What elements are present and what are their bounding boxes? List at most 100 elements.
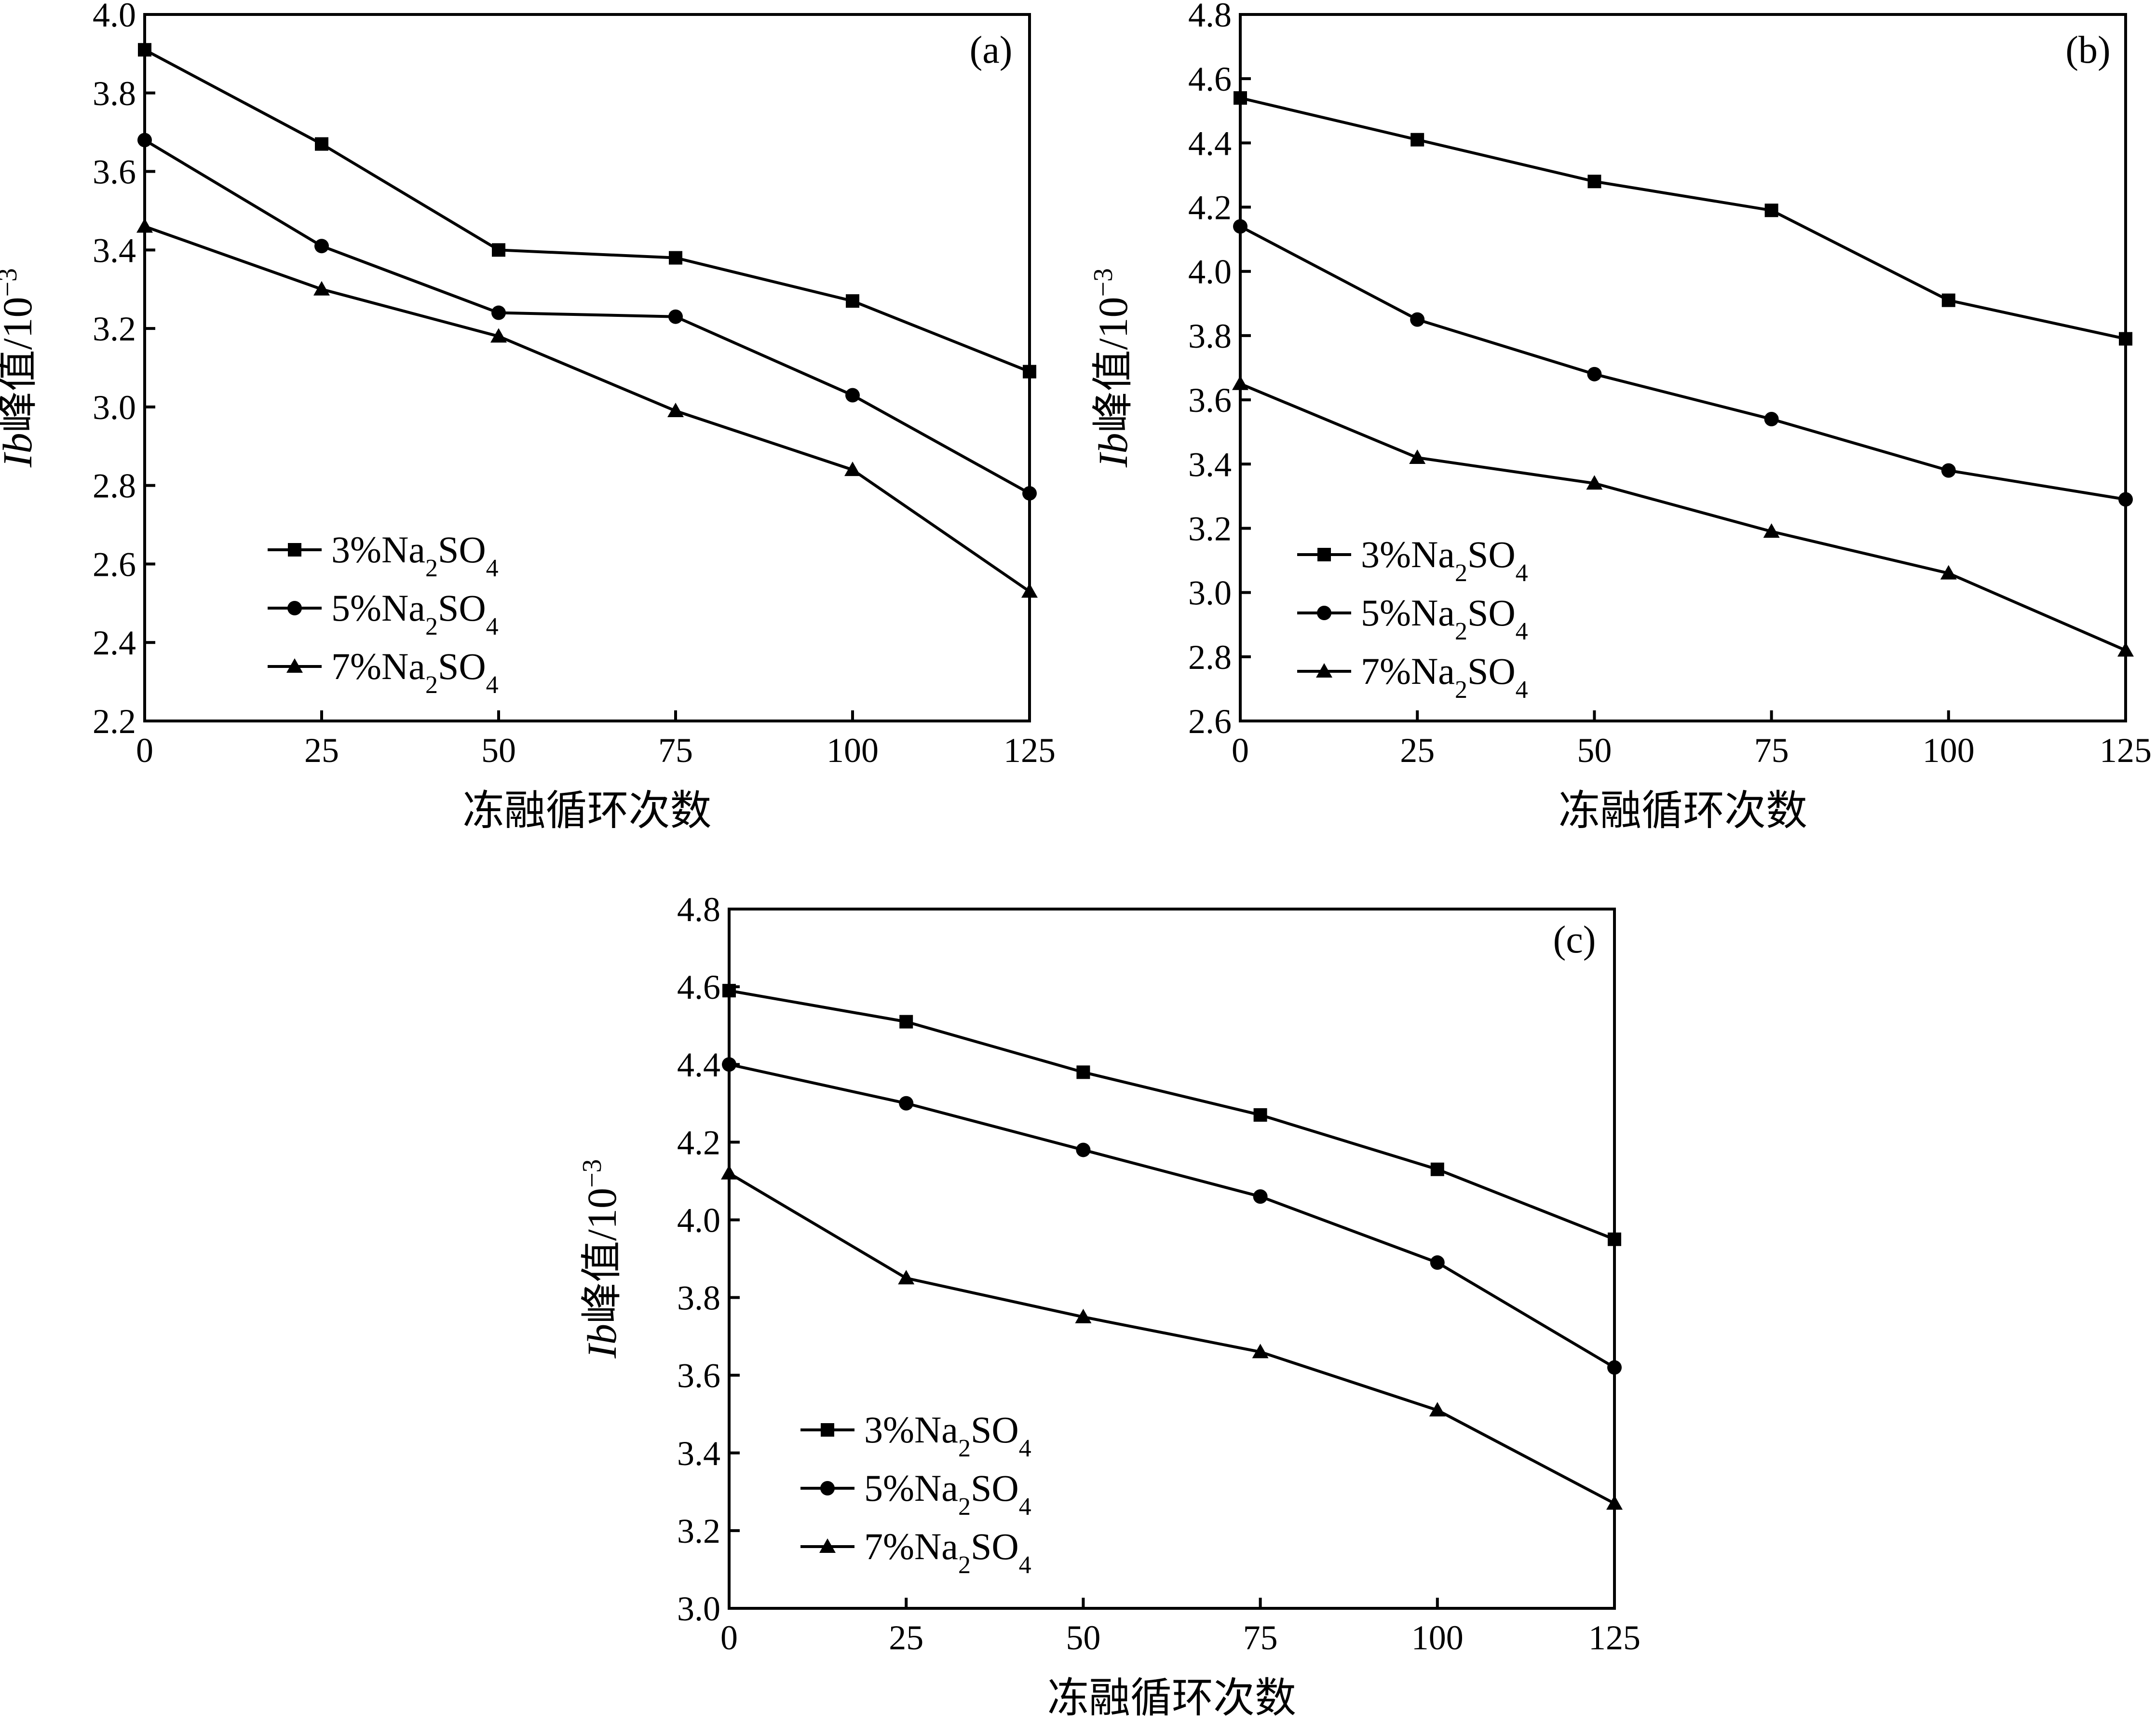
x-tick-label: 125 (2100, 731, 2152, 770)
data-point-circle (1253, 1189, 1268, 1204)
data-point-triangle (667, 403, 684, 418)
data-point-circle (1410, 312, 1425, 327)
data-point-square (1941, 293, 1955, 307)
legend-label-subscript: 4 (1019, 1435, 1031, 1462)
legend-label: 7%Na2SO4 (1361, 650, 1528, 704)
x-tick-label: 100 (827, 731, 879, 770)
data-point-square (1076, 1065, 1090, 1079)
legend-label-subscript: 2 (425, 555, 438, 582)
legend-label: 3%Na2SO4 (864, 1409, 1031, 1462)
legend-label-part: SO (1467, 592, 1516, 634)
series-line-circle (729, 1063, 1615, 1369)
legend-label: 5%Na2SO4 (864, 1467, 1031, 1521)
legend-label: 7%Na2SO4 (331, 645, 499, 699)
y-tick-label: 4.0 (677, 1201, 720, 1239)
data-point-triangle (721, 1165, 737, 1180)
legend-label-subscript: 4 (1516, 559, 1528, 587)
legend-label-part: 7%Na (864, 1525, 958, 1567)
y-tick-label: 3.2 (93, 310, 136, 348)
y-tick-label: 2.6 (1188, 702, 1232, 741)
data-point-square (669, 251, 682, 265)
x-tick-label: 100 (1411, 1618, 1464, 1657)
data-point-circle (722, 1057, 736, 1072)
x-axis-title: 冻融循环次数 (1559, 788, 1807, 834)
legend-label-subscript: 4 (1516, 618, 1528, 645)
x-tick-label: 50 (1066, 1618, 1100, 1657)
data-point-circle (314, 239, 329, 254)
series-line-square (144, 48, 1031, 373)
data-point-circle (1607, 1360, 1622, 1375)
legend-marker-square (1317, 548, 1331, 561)
series-line-square (1240, 96, 2126, 340)
data-point-triangle (1021, 583, 1038, 598)
data-point-square (722, 984, 736, 998)
y-tick-label: 4.2 (1188, 189, 1232, 227)
legend-label-part: 3%Na (331, 529, 425, 571)
panel-label-b: (b) (2065, 29, 2110, 71)
data-point-square (2119, 332, 2132, 346)
y-axis-title: Ib峰值/10−3 (577, 1159, 625, 1359)
y-axis-title-text: 峰值/10 (1090, 297, 1136, 433)
y-axis-title-text: 峰值/10 (579, 1188, 625, 1324)
legend-label-subscript: 4 (486, 671, 499, 699)
y-tick-label: 4.8 (677, 890, 720, 929)
x-tick-label: 50 (481, 731, 516, 770)
panel-label-a: (a) (970, 29, 1013, 71)
legend-label-subscript: 2 (958, 1435, 971, 1462)
y-axis-title-symbol: Ib (579, 1324, 625, 1359)
data-point-triangle (1429, 1402, 1446, 1417)
data-point-triangle (1075, 1308, 1092, 1323)
y-tick-label: 3.4 (1188, 445, 1232, 484)
data-point-square (1410, 133, 1424, 147)
y-tick-label: 3.8 (677, 1279, 720, 1318)
y-tick-label: 3.6 (677, 1357, 720, 1395)
data-point-circle (1022, 486, 1037, 501)
x-tick-label: 0 (1232, 731, 1249, 770)
data-point-circle (845, 388, 860, 403)
y-axis-title-exponent: −3 (577, 1159, 607, 1188)
y-tick-label: 4.2 (677, 1123, 720, 1162)
y-tick-label: 3.2 (677, 1512, 720, 1550)
x-tick-label: 50 (1577, 731, 1612, 770)
plot-frame (728, 908, 1616, 1610)
legend-label-subscript: 2 (1455, 618, 1467, 645)
x-axis-title: 冻融循环次数 (463, 788, 712, 834)
data-point-circle (668, 309, 683, 324)
y-tick-label: 4.8 (1188, 0, 1232, 34)
data-point-square (1253, 1108, 1267, 1122)
y-tick-label: 3.4 (93, 231, 136, 270)
data-point-square (138, 43, 151, 57)
legend-marker-circle (820, 1481, 835, 1495)
data-point-circle (1233, 219, 1247, 234)
data-point-square (315, 137, 328, 151)
chart-panel-a: 2.2 2.4 2.6 2.8 3.0 3.2 3.4 3.6 3.8 4.0 0 25 50 75 100… (0, 0, 1056, 834)
x-tick-label: 25 (304, 731, 339, 770)
legend-label-part: SO (971, 1525, 1019, 1567)
x-tick-label: 100 (1923, 731, 1975, 770)
y-tick-label: 3.0 (1188, 574, 1232, 612)
data-point-triangle (1940, 565, 1957, 580)
x-tick-label: 25 (889, 1618, 923, 1657)
y-tick-label: 3.6 (93, 153, 136, 191)
data-point-square (1023, 365, 1036, 379)
legend-marker-square (821, 1423, 834, 1437)
y-axis-title-exponent: −3 (1088, 268, 1118, 297)
data-point-circle (491, 305, 506, 320)
data-point-square (1587, 175, 1601, 189)
legend-label-subscript: 2 (958, 1551, 971, 1579)
data-point-square (1234, 91, 1247, 105)
data-point-triangle (490, 328, 507, 343)
legend-label-part: SO (1467, 650, 1516, 692)
x-tick-label: 0 (136, 731, 153, 770)
y-tick-label: 4.6 (677, 968, 720, 1006)
y-tick-label: 3.8 (93, 74, 136, 113)
data-point-triangle (313, 281, 330, 296)
y-tick-label: 4.4 (1188, 124, 1232, 163)
legend-marker-square (288, 543, 301, 557)
x-axis-title: 冻融循环次数 (1047, 1675, 1296, 1721)
y-tick-label: 3.6 (1188, 381, 1232, 420)
data-point-square (1764, 204, 1778, 217)
series-line-square (729, 989, 1615, 1241)
data-point-circle (1764, 412, 1779, 427)
